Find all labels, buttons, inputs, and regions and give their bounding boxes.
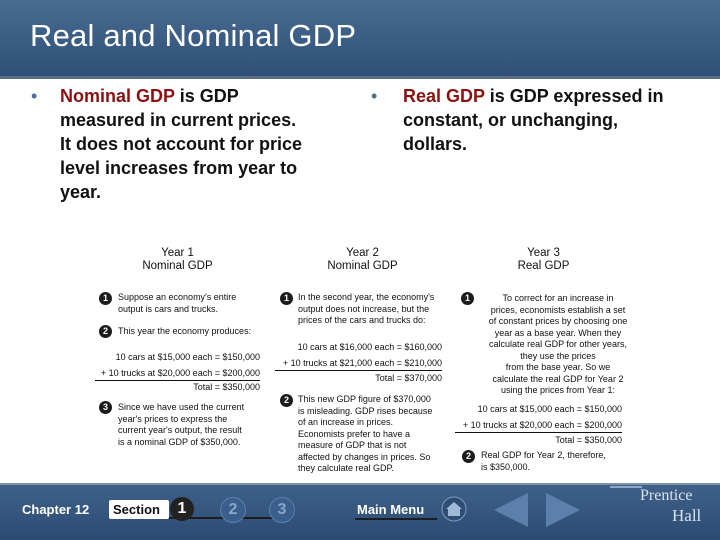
col1-step3-line: current year's output, the result <box>118 425 242 435</box>
step-number-badge: 1 <box>461 292 474 305</box>
col2-step1-line: prices of the cars and trucks do: <box>298 315 426 325</box>
step-number-badge: 3 <box>99 401 112 414</box>
col2-step1-line: output does not increase, but the <box>298 303 430 314</box>
col2-step2-line: measure of GDP that is not <box>298 440 407 450</box>
col3-step1-line: of constant prices by choosing one <box>488 316 628 326</box>
footer-divider <box>0 483 720 485</box>
col1-sum-rule <box>95 380 260 381</box>
col3-calc1: 10 cars at $15,000 each = $150,000 <box>477 404 622 414</box>
col2-heading-year: Year 2 <box>346 247 379 259</box>
col3-calc2: + 10 trucks at $20,000 each = $200,000 <box>462 420 622 430</box>
col1-step3: Since we have used the current year's pr… <box>118 402 278 448</box>
bullet-nominal-line: It does not account for price <box>60 134 303 154</box>
bullet-nominal-line: year. <box>60 182 102 202</box>
term-nominal-gdp: Nominal GDP <box>60 86 175 106</box>
section-nav: Section 1 2 3 <box>107 497 297 523</box>
col2-calc2: + 10 trucks at $21,000 each = $210,000 <box>282 358 442 368</box>
main-menu-button[interactable]: Main Menu <box>355 496 467 522</box>
bullet-real-line: dollars. <box>403 134 468 154</box>
col2-heading: Year 2 Nominal GDP <box>305 247 420 273</box>
col3-sum-rule <box>455 432 622 433</box>
step-number-badge: 2 <box>280 394 293 407</box>
col1-heading-type: Nominal GDP <box>142 260 213 272</box>
col1-step1: Suppose an economy's entire output is ca… <box>118 292 268 315</box>
bullet-icon: • <box>31 86 38 106</box>
previous-arrow-icon[interactable] <box>490 491 530 529</box>
prentice-hall-logo: Prentice Hall <box>610 486 702 532</box>
section-1-button[interactable]: 1 <box>170 497 194 521</box>
col3-step2-line: Real GDP for Year 2, therefore, <box>481 450 606 460</box>
col3-step2-line: is $350,000. <box>481 461 531 472</box>
header-divider <box>0 76 720 79</box>
col1-heading-year: Year 1 <box>161 247 194 259</box>
col2-sum-rule <box>275 370 442 371</box>
col2-step2-line: affected by changes in prices. So <box>298 451 431 462</box>
col1-step3-line: is a nominal GDP of $350,000. <box>118 436 241 447</box>
col3-total: Total = $350,000 <box>555 435 622 445</box>
bullet-nominal: Nominal GDP is GDP measured in current p… <box>60 84 360 204</box>
col3-heading-year: Year 3 <box>527 247 560 259</box>
col2-total: Total = $370,000 <box>375 373 442 383</box>
col3-step1-line: using the prices from Year 1: <box>500 385 616 395</box>
slide-title: Real and Nominal GDP <box>30 18 357 53</box>
col3-step1-line: they use the prices <box>520 350 596 361</box>
step-number-badge: 2 <box>99 325 112 338</box>
col3-step1-line: calculate real GDP for other years, <box>489 339 627 349</box>
step-number-badge: 1 <box>99 292 112 305</box>
section-2-button[interactable]: 2 <box>220 497 246 523</box>
section-label-box <box>109 500 169 519</box>
col2-step2: This new GDP figure of $370,000 is misle… <box>298 394 458 475</box>
step-number-badge: 2 <box>462 450 475 463</box>
col2-heading-type: Nominal GDP <box>327 260 398 272</box>
col1-calc1: 10 cars at $15,000 each = $150,000 <box>115 352 260 362</box>
col2-step1-line: In the second year, the economy's <box>298 292 435 302</box>
col3-step1-line: calculate the real GDP for Year 2 <box>492 373 624 384</box>
col1-step1-line: output is cars and trucks. <box>118 303 219 314</box>
col2-step1: In the second year, the economy's output… <box>298 292 458 327</box>
logo-hall: Hall <box>672 506 702 525</box>
col3-step1-line: year as a base year. When they <box>494 327 622 338</box>
next-arrow-icon[interactable] <box>544 491 584 529</box>
col2-calc1: 10 cars at $16,000 each = $160,000 <box>297 342 442 352</box>
main-menu-underline <box>355 518 437 520</box>
section-label: Section <box>113 502 160 517</box>
main-menu-label: Main Menu <box>357 502 425 517</box>
bullet-nominal-line: measured in current prices. <box>60 110 297 130</box>
col1-step1-line: Suppose an economy's entire <box>118 292 237 302</box>
col3-step1-line: from the base year. So we <box>505 362 611 372</box>
col1-heading: Year 1 Nominal GDP <box>120 247 235 273</box>
step-number-badge: 1 <box>280 292 293 305</box>
bullet-icon: • <box>371 86 378 106</box>
col2-step2-line: Economists prefer to have a <box>298 428 411 439</box>
col3-step1: To correct for an increase in prices, ec… <box>478 293 638 397</box>
bullet-real-line: constant, or unchanging, <box>403 110 618 130</box>
chapter-label: Chapter 12 <box>22 502 90 517</box>
term-real-gdp: Real GDP <box>403 86 485 106</box>
logo-rule <box>610 486 642 488</box>
col3-heading-type: Real GDP <box>517 260 570 272</box>
col2-step2-line: they calculate real GDP. <box>298 463 394 473</box>
col3-heading: Year 3 Real GDP <box>486 247 601 273</box>
col1-total: Total = $350,000 <box>193 382 260 392</box>
col3-step1-line: prices, economists establish a set <box>490 304 626 315</box>
bullet-real: Real GDP is GDP expressed in constant, o… <box>403 84 703 156</box>
logo-prentice: Prentice <box>640 487 693 504</box>
section-3-button[interactable]: 3 <box>269 497 295 523</box>
col2-step2-line: This new GDP figure of $370,000 <box>298 394 431 404</box>
bullet-nominal-line1: is GDP <box>174 86 239 106</box>
col3-step2: Real GDP for Year 2, therefore, is $350,… <box>481 450 631 473</box>
col1-calc2: + 10 trucks at $20,000 each = $200,000 <box>100 368 260 378</box>
col1-step3-line: year's prices to express the <box>118 413 228 424</box>
bullet-real-line1: is GDP expressed in <box>484 86 664 106</box>
col3-step1-line: To correct for an increase in <box>502 293 614 303</box>
bullet-nominal-line: level increases from year to <box>60 158 298 178</box>
col2-step2-line: is misleading. GDP rises because <box>298 405 433 416</box>
title-bar <box>0 0 720 76</box>
home-icon <box>441 496 467 522</box>
col1-step3-line: Since we have used the current <box>118 402 245 412</box>
col2-step2-line: of an increase in prices. <box>298 417 394 427</box>
col1-step2: This year the economy produces: <box>118 326 252 336</box>
